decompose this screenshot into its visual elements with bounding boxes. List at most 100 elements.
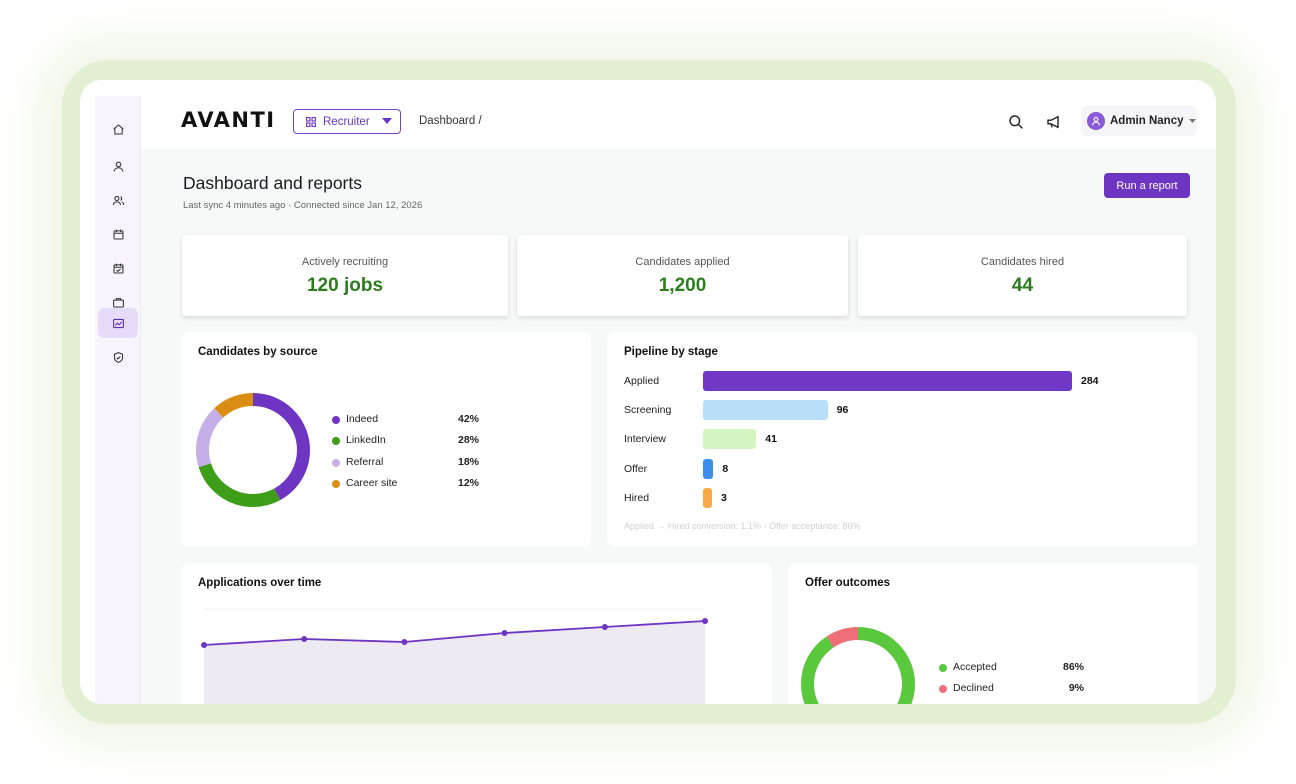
stat-label: Candidates applied — [635, 256, 730, 268]
stage-count: 284 — [1081, 375, 1099, 387]
data-point[interactable] — [201, 642, 207, 648]
stat-card-hired: Candidates hired 44 — [858, 235, 1187, 316]
stat-value: 44 — [1011, 275, 1034, 296]
legend-dot — [939, 664, 947, 672]
sidebar-item-interviews[interactable] — [98, 253, 138, 283]
card-title: Candidates by source — [198, 346, 318, 358]
legend-item-declined: Declined 9% — [938, 682, 1084, 696]
data-point[interactable] — [601, 624, 608, 630]
megaphone-icon[interactable] — [1045, 113, 1063, 131]
stat-card-jobs: Actively recruiting 120 jobs — [182, 235, 508, 316]
sidebar-item-candidates[interactable] — [98, 185, 138, 215]
legend-item-career-site: Career site 12% — [331, 477, 479, 491]
stage-label: Interview — [624, 433, 667, 446]
stat-value: 1,200 — [658, 275, 707, 296]
sync-status: Last sync 4 minutes ago · Connected sinc… — [183, 200, 423, 211]
home-icon — [112, 123, 124, 134]
donut-slice-career-site — [196, 393, 310, 507]
app-logo: AVANTI — [181, 108, 276, 132]
sidebar-item-home[interactable] — [98, 114, 138, 144]
legend-dot — [332, 459, 340, 467]
legend-label: Indeed — [346, 413, 379, 425]
sidebar-item-calendar[interactable] — [98, 219, 138, 249]
shield-icon — [113, 351, 123, 363]
stage-count: 3 — [721, 491, 727, 504]
stage-label: Screening — [624, 404, 672, 417]
legend-value: 28% — [457, 434, 479, 446]
stat-value: 120 jobs — [306, 275, 384, 296]
card-title: Pipeline by stage — [624, 346, 718, 358]
legend-value: 18% — [457, 456, 479, 468]
offers-card: Offer outcomes Accepted 86% Declined 9% — [788, 563, 1198, 704]
run-report-button[interactable]: Run a report — [1104, 173, 1190, 198]
legend-item-linkedin: LinkedIn 28% — [331, 434, 479, 448]
area-fill — [204, 621, 705, 704]
legend-value: 9% — [1068, 682, 1084, 694]
offers-donut-chart — [801, 627, 915, 704]
legend-dot — [939, 685, 947, 693]
user-menu[interactable]: Admin Nancy — [1081, 106, 1197, 136]
search-icon[interactable] — [1007, 113, 1025, 131]
donut-slice-declined — [801, 627, 915, 704]
sidebar-item-jobs[interactable] — [98, 287, 138, 317]
stage-label: Offer — [624, 462, 648, 475]
calendar-check-icon — [113, 263, 123, 273]
data-point[interactable] — [702, 618, 708, 624]
legend-item-accepted: Accepted 86% — [938, 661, 1084, 675]
pipeline-card: Pipeline by stage Applied 284 Screening 96 I… — [607, 332, 1197, 547]
pipeline-row-interview[interactable]: Interview 41 — [624, 429, 1184, 450]
legend-dot — [332, 437, 340, 445]
data-point[interactable] — [401, 639, 408, 645]
series-line — [203, 620, 706, 646]
card-title: Applications over time — [198, 577, 322, 589]
chevron-down-icon — [1188, 118, 1196, 124]
pipeline-row-offer[interactable]: Offer 8 — [624, 458, 1184, 479]
legend-label: Referral — [346, 456, 384, 468]
role-switcher[interactable]: Recruiter — [293, 109, 401, 134]
data-point[interactable] — [301, 636, 308, 642]
sidebar-item-reports[interactable] — [98, 308, 138, 338]
avatar — [1087, 112, 1105, 130]
stage-label: Applied — [624, 375, 660, 387]
pipeline-row-applied[interactable]: Applied 284 — [624, 371, 1184, 391]
applications-card: Applications over time — [181, 563, 772, 704]
chart-icon — [112, 318, 124, 328]
stat-label: Candidates hired — [980, 256, 1065, 268]
stage-label: Hired — [624, 491, 650, 504]
app-window: AVANTI Recruiter Dashboard / Admin Nancy — [80, 80, 1216, 704]
chevron-down-icon — [381, 118, 392, 125]
stage-bar — [703, 487, 712, 508]
pipeline-row-screening[interactable]: Screening 96 — [624, 400, 1184, 421]
stat-label: Actively recruiting — [301, 256, 389, 268]
sidebar-item-profile[interactable] — [98, 151, 138, 181]
sidebar-item-security[interactable] — [98, 342, 138, 372]
breadcrumb[interactable]: Dashboard / — [419, 115, 482, 127]
stage-bar — [703, 458, 714, 479]
user-icon — [113, 161, 123, 172]
donut-slice-accepted — [801, 627, 915, 704]
legend-dot — [332, 416, 340, 424]
donut-slice-referral — [196, 393, 310, 507]
calendar-icon — [113, 229, 123, 239]
legend-item-referral: Referral 18% — [331, 456, 479, 470]
data-point[interactable] — [501, 630, 508, 636]
user-name: Admin Nancy — [1110, 115, 1184, 127]
stage-count: 8 — [722, 462, 729, 475]
pipeline-footnote: Applied → Hired conversion: 1.1% · Offer… — [624, 521, 861, 531]
legend-label: Career site — [346, 477, 398, 489]
pipeline-row-hired[interactable]: Hired 3 — [624, 487, 1184, 508]
legend-value: 86% — [1062, 661, 1084, 673]
stage-bar — [703, 429, 757, 450]
legend-label: LinkedIn — [346, 434, 386, 446]
legend-value: 12% — [457, 477, 479, 489]
sources-donut-chart — [196, 393, 310, 507]
stage-count: 96 — [836, 404, 849, 417]
page-title: Dashboard and reports — [183, 173, 362, 193]
stage-count: 41 — [765, 433, 777, 446]
grid-icon — [306, 116, 316, 127]
legend-dot — [332, 480, 340, 488]
card-title: Offer outcomes — [805, 577, 890, 589]
legend-label: Declined — [953, 682, 994, 694]
stat-card-applied: Candidates applied 1,200 — [517, 235, 848, 316]
legend-item-indeed: Indeed 42% — [331, 413, 479, 427]
